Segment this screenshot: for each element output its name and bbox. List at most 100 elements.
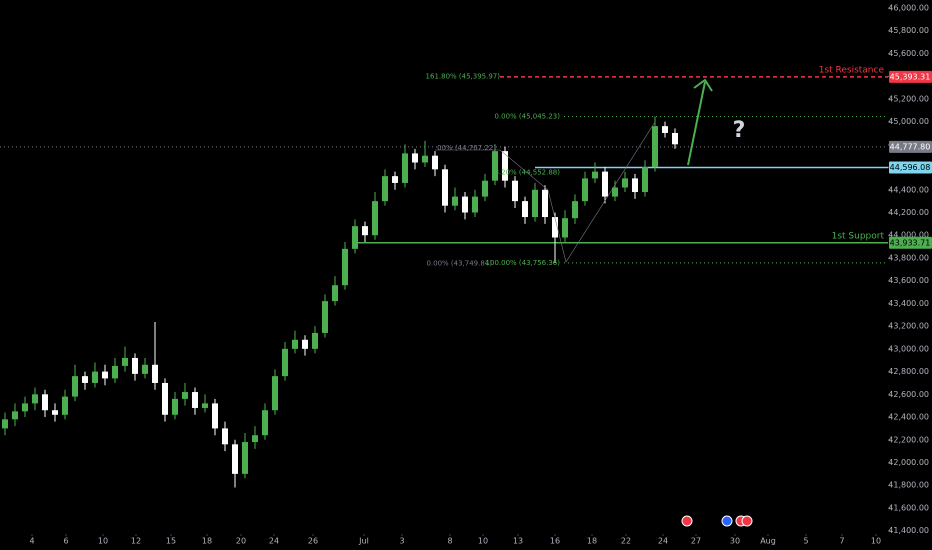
x-tick-label: 10 — [478, 537, 488, 546]
candle-body — [542, 189, 548, 218]
price-tag-label: 44,596.08 — [890, 163, 931, 172]
candle-body — [552, 217, 558, 238]
candle-body — [292, 339, 298, 349]
candle-body — [232, 444, 238, 474]
candle-body — [562, 218, 568, 238]
candle-body — [602, 171, 608, 197]
candle-body — [12, 411, 18, 420]
y-tick-label: 46,000.00 — [888, 3, 929, 12]
candle-body — [302, 339, 308, 349]
candle-body — [532, 189, 538, 218]
x-tick-label: 4 — [29, 537, 34, 546]
candle-body — [242, 442, 248, 474]
x-tick-label: 10 — [98, 537, 108, 546]
x-tick-label: 12 — [131, 537, 141, 546]
candle-body — [492, 151, 498, 181]
candle-body — [132, 357, 138, 374]
plot-area — [0, 7, 891, 536]
candle-body — [462, 196, 468, 213]
price-tag-label: 43,933.71 — [890, 238, 931, 247]
y-tick-label: 44,200.00 — [888, 208, 929, 217]
fib-label: 00% (44,767.22) — [437, 144, 496, 152]
candle-body — [622, 178, 628, 188]
candle-body — [152, 364, 158, 383]
x-tick-label: 7 — [839, 537, 844, 546]
candle-body — [112, 365, 118, 379]
candle-body — [412, 153, 418, 163]
x-tick-label: 27 — [691, 537, 701, 546]
candle-body — [612, 187, 618, 197]
y-tick-label: 43,800.00 — [888, 253, 929, 262]
candle-body — [352, 226, 358, 249]
candle-body — [212, 403, 218, 429]
y-tick-label: 42,600.00 — [888, 390, 929, 399]
y-tick-label: 45,800.00 — [888, 26, 929, 35]
candle-body — [372, 201, 378, 236]
candle-body — [522, 201, 528, 218]
candle-body — [182, 392, 188, 399]
candle-body — [2, 419, 8, 429]
x-tick-label: 13 — [513, 537, 523, 546]
x-tick-label: 22 — [621, 537, 631, 546]
event-icons — [681, 515, 753, 527]
candle-body — [502, 151, 508, 181]
x-tick-label: 3 — [399, 537, 404, 546]
price-tag — [889, 236, 932, 249]
price-tag — [889, 70, 932, 83]
candle-body — [32, 394, 38, 404]
candle-body — [312, 332, 318, 349]
candle-body — [482, 180, 488, 197]
candle-body — [422, 155, 428, 163]
candle-body — [442, 169, 448, 206]
candle-body — [342, 248, 348, 286]
fib-label: 161.80% (45,395.97) — [426, 73, 501, 81]
candle-body — [402, 153, 408, 183]
candle-body — [322, 301, 328, 333]
candle-body — [652, 126, 658, 168]
candle-body — [222, 428, 228, 445]
x-tick-label: Jul — [358, 537, 369, 546]
candle-body — [92, 371, 98, 383]
x-tick-label: 16 — [550, 537, 560, 546]
price-tag — [889, 140, 932, 153]
candle-body — [262, 410, 268, 436]
y-tick-label: 45,200.00 — [888, 94, 929, 103]
y-tick-label: 44,400.00 — [888, 185, 929, 194]
y-tick-label: 41,400.00 — [888, 526, 929, 535]
y-tick-label: 42,400.00 — [888, 413, 929, 422]
y-tick-label: 45,600.00 — [888, 49, 929, 58]
candle-body — [582, 178, 588, 202]
fib-label: 0.00% (45,045.23) — [494, 112, 560, 120]
fib-drawing — [435, 121, 656, 263]
candle-body — [172, 398, 178, 415]
x-tick-label: 18 — [202, 537, 212, 546]
candle-body — [72, 376, 78, 397]
y-tick-label: 43,400.00 — [888, 299, 929, 308]
candle-body — [252, 435, 258, 443]
candle-body — [642, 167, 648, 193]
y-tick-label: 45,000.00 — [888, 117, 929, 126]
x-tick-label: 8 — [447, 537, 452, 546]
y-tick-label: 41,800.00 — [888, 481, 929, 490]
y-tick-label: 41,600.00 — [888, 503, 929, 512]
x-tick-label: 24 — [269, 537, 279, 546]
x-tick-label: 18 — [587, 537, 597, 546]
candle-body — [332, 285, 338, 302]
candle-body — [362, 226, 368, 236]
fib-label: 100.00% (43,756.36) — [486, 259, 561, 267]
x-tick-label: 20 — [236, 537, 246, 546]
x-tick-label: 5 — [803, 537, 808, 546]
candle-body — [62, 396, 68, 415]
candle-body — [282, 348, 288, 377]
candle-body — [42, 394, 48, 411]
candle-body — [162, 382, 168, 415]
candle-body — [662, 126, 668, 133]
question-mark: ? — [733, 118, 746, 143]
y-tick-label: 43,200.00 — [888, 322, 929, 331]
candle-body — [272, 376, 278, 411]
x-tick-label: Aug — [760, 537, 776, 546]
x-tick-label: 26 — [308, 537, 318, 546]
x-tick-label: 15 — [166, 537, 176, 546]
fib-label: 8.20% (44,552.88) — [494, 168, 560, 176]
level-name: 1st Resistance — [819, 65, 885, 75]
